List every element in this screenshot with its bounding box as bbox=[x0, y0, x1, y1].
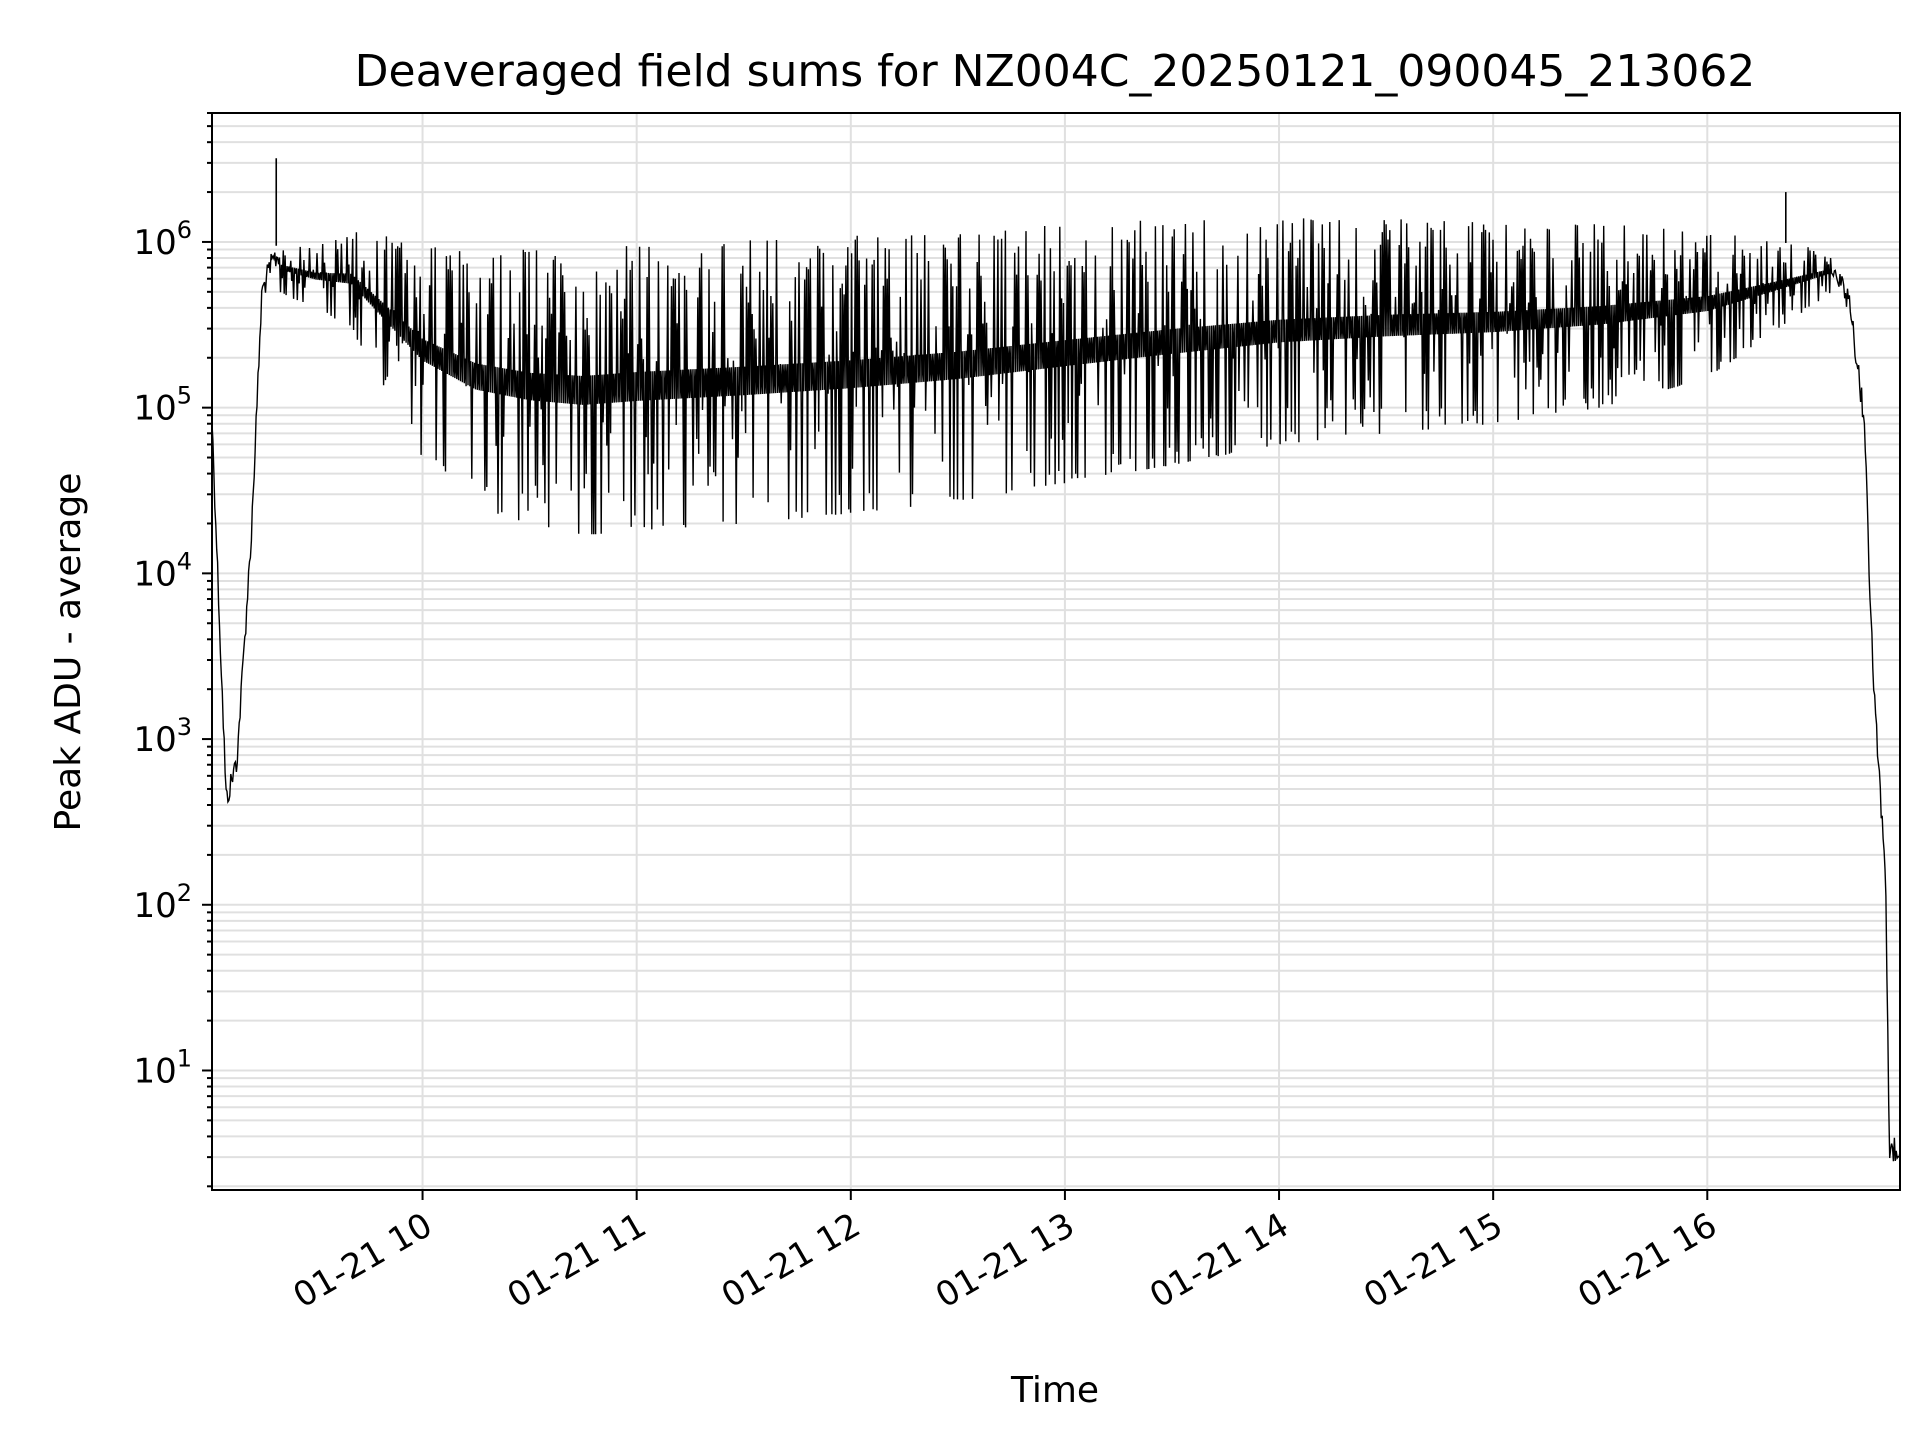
y-tick-base: 10 bbox=[133, 720, 176, 760]
y-tick-label: 106 bbox=[133, 216, 192, 263]
y-tick-exponent: 1 bbox=[177, 1044, 192, 1072]
plot-frame bbox=[211, 112, 1901, 1191]
y-tick-label: 104 bbox=[133, 547, 192, 594]
y-tick-label: 103 bbox=[133, 713, 192, 760]
chart-title: Deaveraged field sums for NZ004C_2025012… bbox=[355, 46, 1756, 97]
y-tick-base: 10 bbox=[133, 389, 176, 429]
y-tick-base: 10 bbox=[133, 554, 176, 594]
y-tick-exponent: 4 bbox=[177, 547, 192, 575]
y-tick-base: 10 bbox=[133, 886, 176, 926]
x-axis-label: Time bbox=[1010, 1370, 1099, 1411]
y-tick-exponent: 3 bbox=[177, 713, 192, 741]
y-tick-exponent: 6 bbox=[177, 216, 192, 244]
y-tick-exponent: 2 bbox=[177, 879, 192, 907]
y-tick-label: 102 bbox=[133, 879, 192, 926]
y-tick-label: 101 bbox=[133, 1044, 192, 1091]
y-tick-base: 10 bbox=[133, 1051, 176, 1091]
series-line bbox=[211, 218, 1901, 1162]
data-series bbox=[211, 158, 1901, 1162]
y-tick-label: 105 bbox=[133, 382, 192, 429]
y-axis-label: Peak ADU - average bbox=[48, 473, 89, 832]
y-tick-base: 10 bbox=[133, 223, 176, 263]
y-tick-exponent: 5 bbox=[177, 382, 192, 410]
